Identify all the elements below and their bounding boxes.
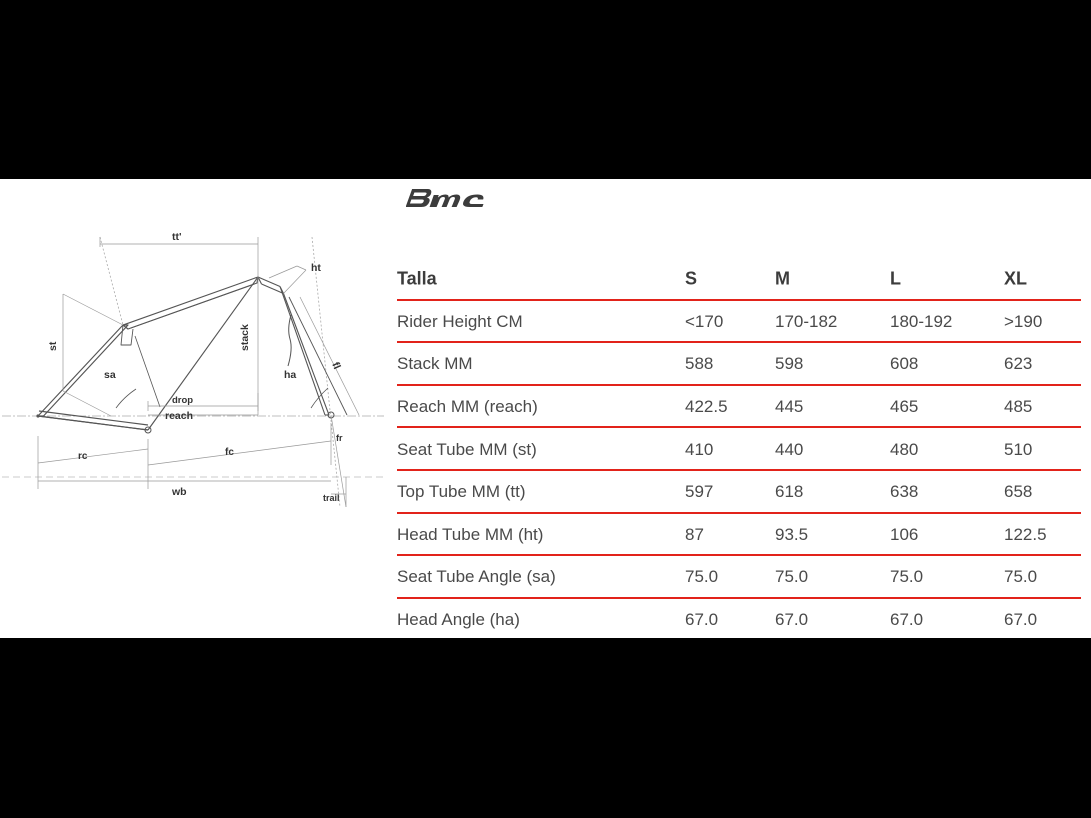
svg-text:fc: fc bbox=[225, 447, 234, 458]
svg-text:rc: rc bbox=[78, 451, 88, 462]
svg-text:stack: stack bbox=[239, 324, 251, 351]
svg-text:tt': tt' bbox=[172, 231, 182, 243]
svg-text:trail: trail bbox=[323, 493, 340, 503]
svg-text:ht: ht bbox=[311, 262, 321, 274]
svg-text:ha: ha bbox=[284, 369, 296, 381]
svg-text:st: st bbox=[47, 341, 59, 351]
svg-text:sa: sa bbox=[104, 369, 116, 381]
svg-text:drop: drop bbox=[172, 395, 193, 406]
svg-text:fr: fr bbox=[336, 433, 343, 443]
svg-text:wb: wb bbox=[171, 486, 187, 498]
svg-text:reach: reach bbox=[165, 410, 193, 422]
